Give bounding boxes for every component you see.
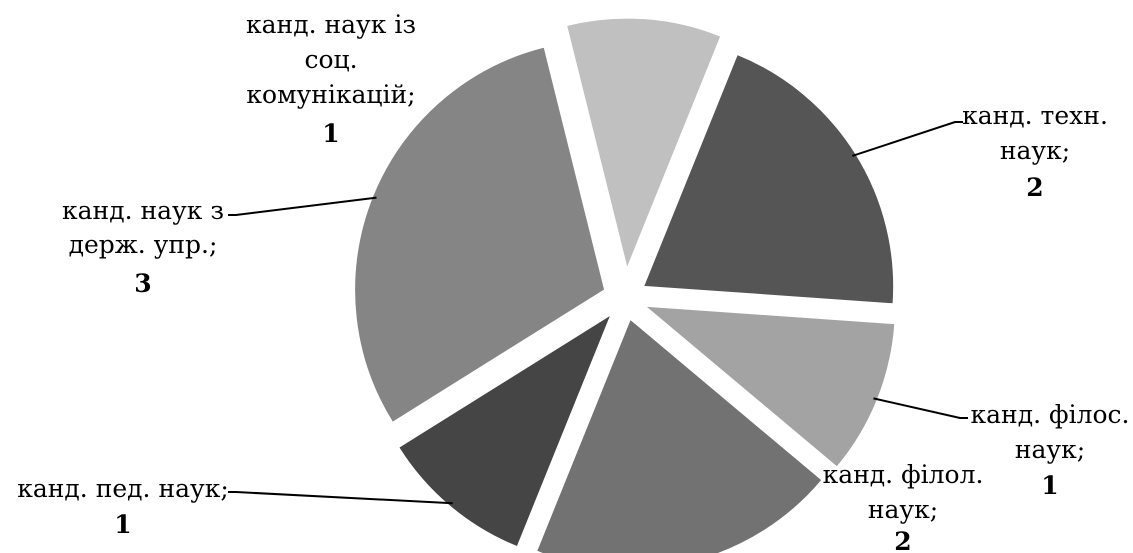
slice-label-soc-communications: канд. наук із соц. комунікацій; 1 <box>246 10 416 148</box>
pie-slices <box>354 17 896 553</box>
slice-label-line: наук; <box>1000 136 1070 165</box>
slice-value: 1 <box>1041 471 1058 500</box>
leader-line-5 <box>228 491 453 505</box>
slice-value: 1 <box>322 119 339 148</box>
slice-label-philosophy: канд. філос. наук; 1 <box>971 400 1130 500</box>
slice-label-line: канд. філос. <box>971 400 1130 429</box>
leader-lines <box>228 121 968 505</box>
pie-slice-6 <box>354 46 606 423</box>
slice-label-public-administration: канд. наук з держ. упр.; 3 <box>62 196 224 298</box>
slice-label-line: комунікацій; <box>246 80 415 109</box>
leader-line-3 <box>873 397 968 419</box>
pie-slice-1 <box>566 17 722 270</box>
slice-label-line: канд. пед. наук; <box>17 474 229 503</box>
slice-value: 1 <box>114 510 131 539</box>
slice-label-line: канд. наук з <box>62 196 224 225</box>
slice-label-line: канд. техн. <box>962 101 1108 130</box>
slice-value: 3 <box>134 269 151 298</box>
slice-label-line: наук; <box>1015 435 1085 464</box>
pie-slice-5 <box>398 313 612 548</box>
pie-slice-4 <box>536 318 823 553</box>
leader-line-6 <box>228 196 377 216</box>
slice-label-line: канд. філол. <box>823 460 984 489</box>
leader-line-2 <box>851 121 963 157</box>
slice-label-line: соц. <box>304 45 357 74</box>
slice-label-line: канд. наук із <box>246 10 416 39</box>
slice-label-philology: канд. філол. наук; 2 <box>823 460 984 553</box>
slice-value: 2 <box>1026 173 1043 202</box>
slice-label-tech-sciences: канд. техн. наук; 2 <box>962 101 1108 202</box>
slice-label-line: наук; <box>868 495 938 524</box>
slice-label-line: держ. упр.; <box>69 230 218 259</box>
slice-label-pedagogy: канд. пед. наук; 1 <box>17 474 229 539</box>
slice-value: 2 <box>894 527 911 553</box>
